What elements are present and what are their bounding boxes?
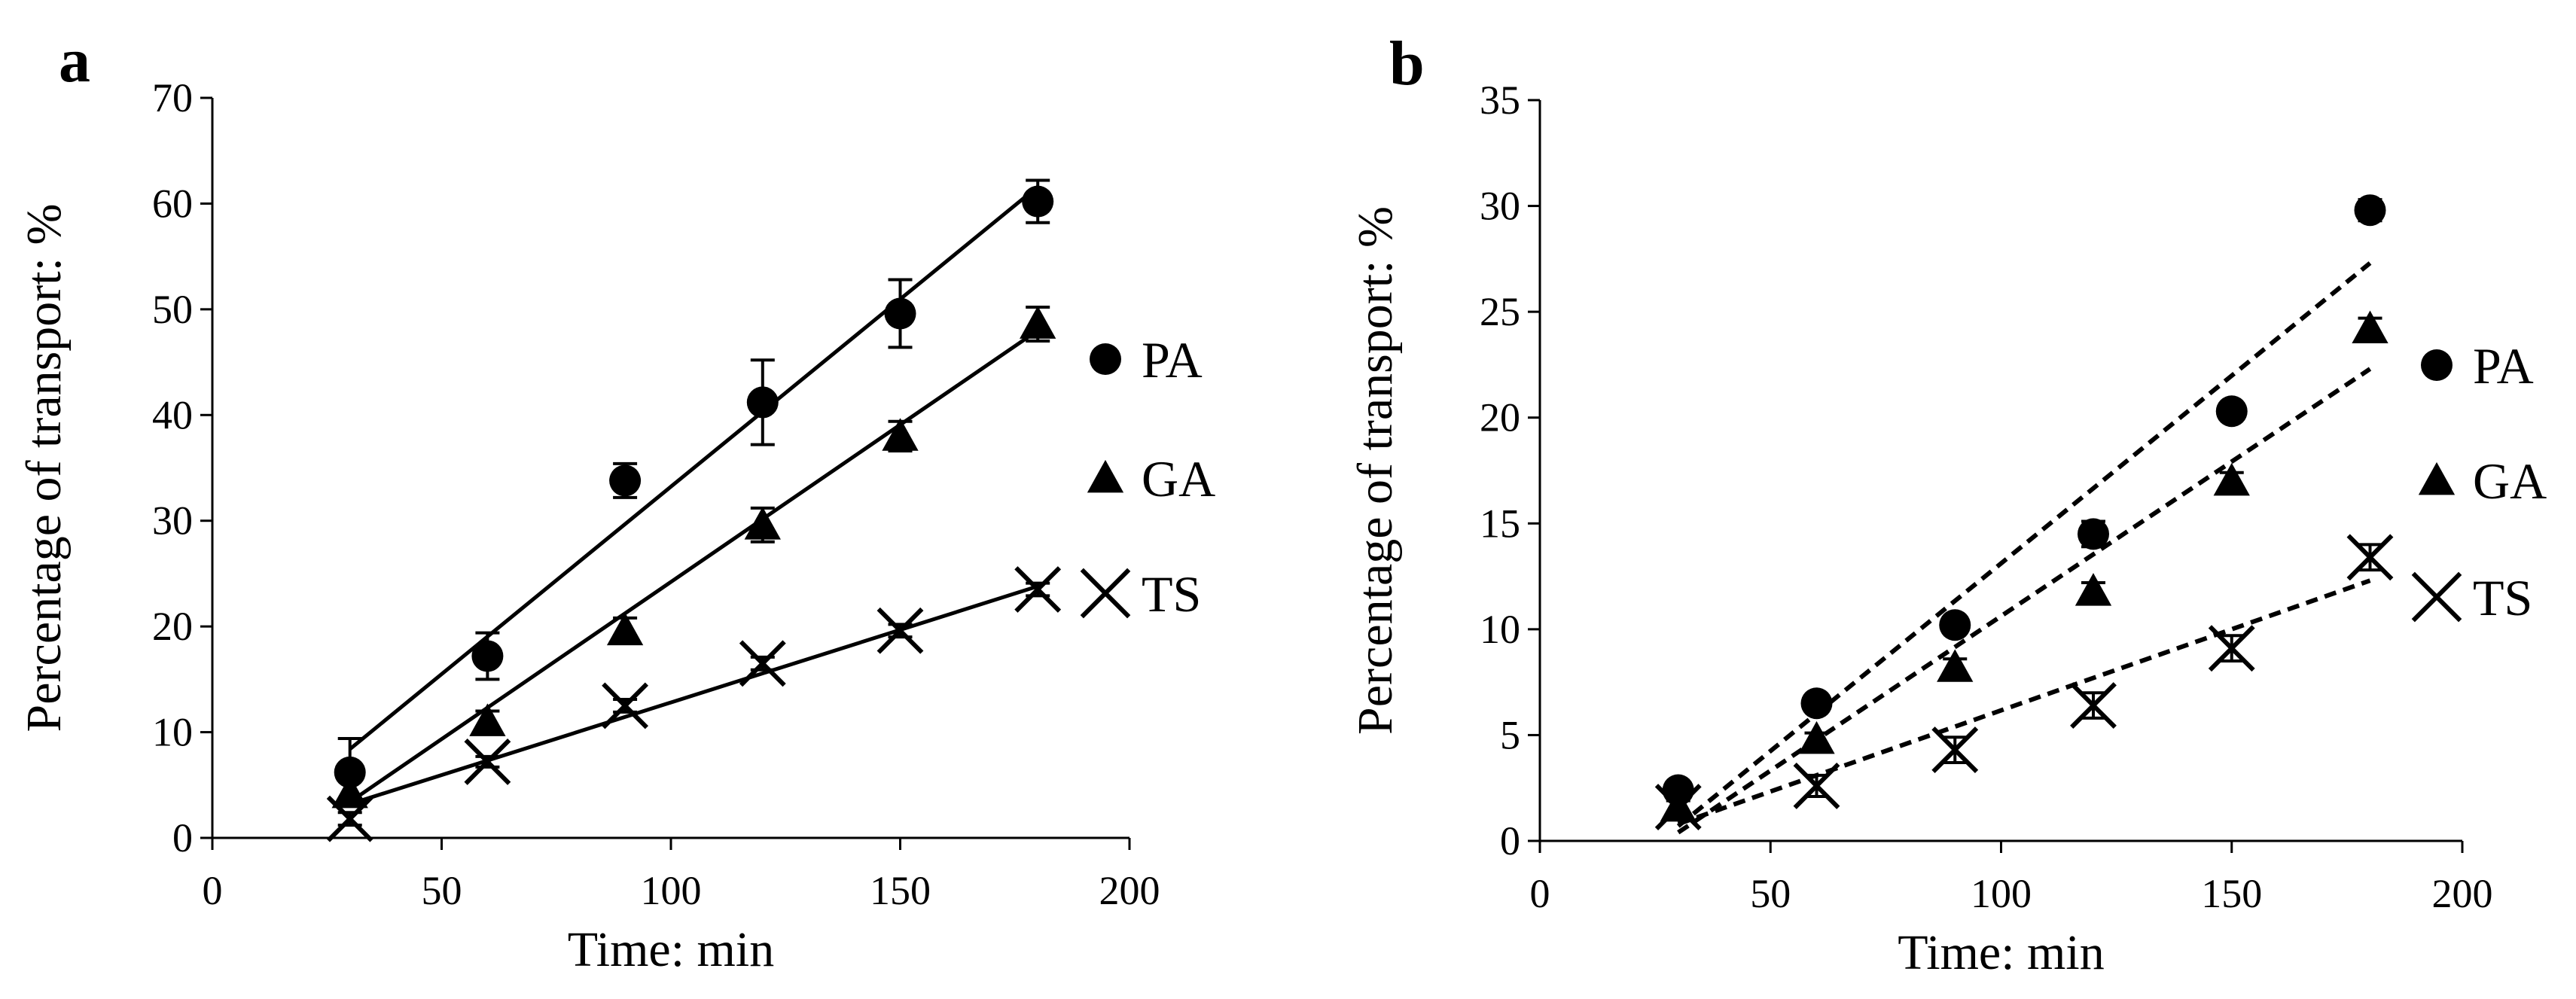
data-point <box>739 640 786 687</box>
fit-line-pa <box>349 185 1039 751</box>
y-tick-label: 70 <box>152 75 193 120</box>
legend-label: GA <box>2473 452 2547 510</box>
data-point <box>1022 185 1054 218</box>
data-point <box>884 297 916 330</box>
y-tick-label: 25 <box>1480 289 1520 334</box>
legend-marker <box>2421 349 2453 381</box>
legend-label: GA <box>1142 450 1215 507</box>
data-point <box>1931 726 1979 774</box>
legend-marker <box>2411 571 2462 623</box>
x-tick-label: 200 <box>1099 868 1160 913</box>
data-point <box>2354 194 2386 227</box>
fit-line-ga <box>1677 367 2372 835</box>
legend-entry-ts: TS <box>2411 569 2532 626</box>
data-point <box>469 703 506 736</box>
legend-marker <box>1090 343 1121 375</box>
y-tick-label: 5 <box>1500 712 1520 757</box>
panel-label: b <box>1389 29 1425 99</box>
data-point <box>1020 306 1056 339</box>
legend-entry-pa: PA <box>2421 337 2534 394</box>
legend-entry-ga: GA <box>2418 452 2547 510</box>
y-tick-label: 20 <box>152 604 193 649</box>
legend-marker <box>1087 459 1124 493</box>
data-point <box>609 464 642 497</box>
panel-label: a <box>59 26 90 96</box>
data-point <box>2215 395 2248 428</box>
legend-label: TS <box>2473 569 2532 626</box>
y-tick-label: 15 <box>1480 501 1520 546</box>
y-tick-label: 60 <box>152 181 193 226</box>
data-point <box>471 640 504 672</box>
x-tick-label: 50 <box>422 868 462 913</box>
data-point <box>464 738 511 785</box>
chart-panel-b: b 0 5 10 15 20 25 30 35 0 50 100 150 200 Time: min Perc… <box>1348 29 2547 980</box>
legend-marker <box>1080 568 1131 619</box>
fit-line-pa <box>1676 261 2372 828</box>
x-axis-title: Time: min <box>568 922 774 977</box>
chart-panel-a: a 0 10 20 30 40 50 60 70 0 50 100 150 200 Time: min Per… <box>17 26 1215 977</box>
x-tick-label: 50 <box>1750 871 1791 916</box>
data-point <box>1654 784 1702 830</box>
y-axis-title: Percentage of transport: % <box>1348 206 1403 735</box>
legend-marker <box>2418 461 2456 495</box>
y-tick-label: 30 <box>152 498 193 544</box>
y-tick-label: 10 <box>152 710 193 755</box>
series-pa <box>1662 194 2386 828</box>
data-point <box>2078 518 2109 550</box>
data-point <box>1800 687 1833 720</box>
x-tick-label: 200 <box>2432 871 2493 916</box>
legend-entry-ts: TS <box>1080 565 1201 623</box>
fit-line-ga <box>349 328 1039 804</box>
x-axis-title: Time: min <box>1898 925 2104 980</box>
y-tick-label: 40 <box>152 392 193 437</box>
data-point <box>2213 462 2250 496</box>
data-point <box>746 386 779 419</box>
y-tick-label: 30 <box>1480 184 1520 229</box>
y-tick-label: 50 <box>152 287 193 332</box>
x-tick-label: 150 <box>870 868 931 913</box>
fit-line-ts <box>1677 578 2371 827</box>
legend-label: TS <box>1142 565 1201 623</box>
y-axis-title: Percentage of transport: % <box>17 204 72 732</box>
x-tick-label: 150 <box>2201 871 2262 916</box>
data-point <box>744 507 781 540</box>
data-point <box>882 418 919 451</box>
y-tick-label: 35 <box>1480 78 1520 123</box>
series-ga <box>1660 310 2389 835</box>
data-point <box>1014 566 1062 613</box>
y-tick-label: 0 <box>1500 818 1520 863</box>
x-tick-label: 0 <box>1530 871 1550 916</box>
data-point <box>2346 534 2394 581</box>
series-ts <box>1654 534 2394 830</box>
data-point <box>876 607 924 654</box>
legend-entry-pa: PA <box>1090 331 1203 388</box>
data-point <box>2352 310 2389 343</box>
y-tick-label: 20 <box>1480 395 1520 440</box>
data-point <box>326 795 373 842</box>
y-tick-label: 0 <box>172 815 193 860</box>
legend-entry-ga: GA <box>1087 450 1215 507</box>
x-tick-label: 100 <box>641 868 702 913</box>
series-pa <box>334 178 1054 808</box>
data-point <box>1939 609 1971 641</box>
data-point <box>2075 573 2112 606</box>
data-point <box>602 682 649 729</box>
data-point <box>1793 762 1840 809</box>
fit-line-ts <box>349 584 1038 806</box>
data-point <box>1937 649 1974 682</box>
x-tick-label: 0 <box>203 868 223 913</box>
series-ga <box>331 306 1056 809</box>
data-point <box>2070 682 2117 729</box>
data-point <box>1798 720 1835 754</box>
legend-label: PA <box>2473 337 2534 394</box>
legend-label: PA <box>1142 331 1203 388</box>
series-ts <box>326 566 1062 842</box>
data-point <box>2208 625 2255 672</box>
y-tick-label: 10 <box>1480 607 1520 652</box>
x-tick-label: 100 <box>1971 871 2032 916</box>
data-point <box>606 612 644 646</box>
